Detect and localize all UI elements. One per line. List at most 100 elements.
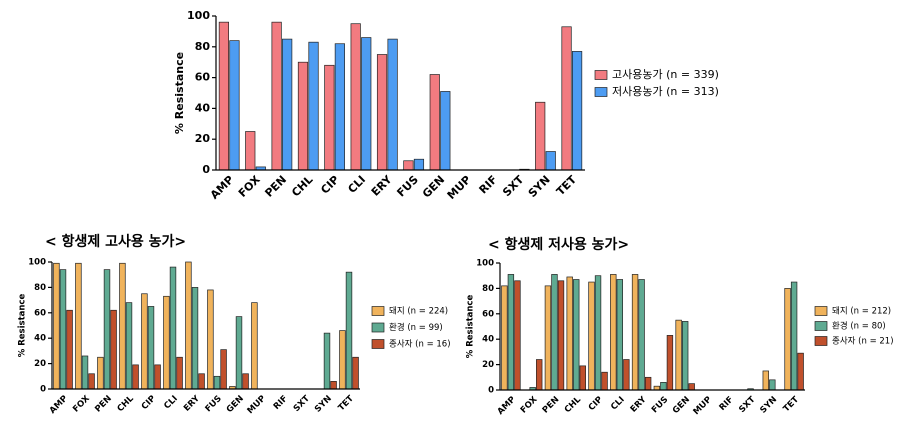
bar bbox=[588, 281, 595, 391]
bar bbox=[66, 309, 73, 390]
bar bbox=[688, 383, 695, 391]
x-tick-label: CIP bbox=[140, 394, 158, 412]
bar bbox=[282, 38, 293, 171]
bar bbox=[154, 364, 161, 390]
bar bbox=[242, 373, 249, 390]
bar bbox=[271, 21, 282, 171]
legend-label: 환경 (n = 80) bbox=[832, 321, 886, 332]
bar bbox=[81, 355, 89, 390]
y-tick-label: 20 bbox=[482, 360, 494, 370]
legend-swatch bbox=[594, 70, 608, 80]
bar bbox=[119, 262, 126, 390]
x-tick-label: MUP bbox=[692, 395, 714, 417]
bar bbox=[59, 269, 67, 390]
bar bbox=[245, 131, 256, 171]
bar bbox=[163, 295, 170, 390]
x-tick-label: RIF bbox=[272, 394, 290, 412]
bar bbox=[308, 41, 319, 171]
y-tick-label: 80 bbox=[482, 284, 494, 294]
bar bbox=[132, 364, 139, 390]
bar bbox=[125, 302, 133, 390]
bar bbox=[169, 266, 177, 390]
bar bbox=[297, 61, 309, 171]
bar bbox=[579, 365, 586, 391]
x-tick-label: CLI bbox=[345, 173, 368, 196]
bar bbox=[339, 330, 346, 390]
chart-title: < 항생제 고사용 농가> bbox=[45, 233, 186, 250]
bar bbox=[514, 280, 521, 391]
bar bbox=[218, 21, 230, 171]
x-tick-label: RIF bbox=[718, 395, 736, 413]
x-tick-label: FUS bbox=[650, 395, 670, 415]
x-tick-label: FOX bbox=[71, 394, 92, 415]
bar bbox=[501, 285, 508, 391]
bar bbox=[631, 274, 639, 391]
x-tick-label: TET bbox=[337, 394, 357, 414]
x-tick-label: MUP bbox=[246, 394, 268, 416]
legend-swatch bbox=[371, 339, 385, 349]
x-tick-label: GEN bbox=[420, 173, 447, 200]
y-tick-label: 60 bbox=[34, 308, 46, 318]
x-tick-label: RIF bbox=[477, 173, 500, 196]
bar bbox=[507, 274, 515, 391]
bar bbox=[610, 274, 617, 391]
y-tick-label: 0 bbox=[40, 385, 46, 395]
bar bbox=[229, 40, 240, 171]
bar bbox=[571, 51, 583, 171]
y-tick-label: 0 bbox=[202, 163, 210, 176]
legend-swatch bbox=[371, 306, 385, 316]
x-tick-label: CHL bbox=[116, 393, 137, 414]
chart-title: < 항생제 저사용 농가> bbox=[488, 236, 629, 253]
y-axis-label: % Resistance bbox=[173, 52, 186, 134]
bar bbox=[557, 280, 565, 391]
bar bbox=[573, 279, 580, 391]
y-tick-label: 100 bbox=[187, 9, 210, 22]
legend-swatch bbox=[594, 87, 608, 97]
bar bbox=[97, 356, 104, 390]
x-tick-label: ERY bbox=[182, 393, 202, 413]
legend-label: 돼지 (n = 224) bbox=[389, 307, 448, 317]
bar bbox=[103, 269, 111, 390]
y-tick-label: 60 bbox=[482, 309, 494, 319]
x-tick-label: ERY bbox=[369, 172, 395, 198]
bar bbox=[601, 371, 608, 391]
x-tick-label: CHL bbox=[563, 394, 584, 415]
x-tick-label: SYN bbox=[526, 173, 553, 200]
bar bbox=[185, 261, 192, 390]
x-tick-label: GEN bbox=[671, 395, 692, 416]
bar bbox=[334, 43, 345, 171]
x-tick-label: GEN bbox=[225, 394, 246, 415]
bar bbox=[551, 274, 558, 391]
bar bbox=[675, 319, 682, 391]
bar bbox=[566, 276, 573, 391]
bar bbox=[784, 288, 791, 391]
bar bbox=[110, 309, 117, 390]
x-tick-label: CIP bbox=[318, 173, 342, 197]
bar bbox=[198, 373, 205, 390]
y-tick-label: 80 bbox=[195, 40, 211, 53]
bar bbox=[535, 101, 546, 171]
bar bbox=[769, 379, 776, 391]
bar bbox=[660, 382, 667, 391]
bar bbox=[323, 332, 331, 390]
bar bbox=[213, 375, 221, 390]
x-tick-label: SXT bbox=[292, 394, 312, 414]
bar bbox=[561, 26, 572, 171]
bar bbox=[681, 321, 689, 391]
bar bbox=[141, 293, 148, 390]
x-tick-label: CIP bbox=[587, 395, 605, 413]
x-tick-label: AMP bbox=[496, 395, 518, 417]
y-axis-label: % Resistance bbox=[18, 294, 28, 358]
x-tick-label: PEN bbox=[541, 395, 562, 416]
bar bbox=[790, 281, 798, 391]
y-tick-label: 100 bbox=[476, 259, 494, 269]
x-tick-label: FOX bbox=[236, 173, 263, 200]
bar bbox=[638, 279, 645, 391]
x-tick-label: SYN bbox=[313, 394, 334, 415]
bar bbox=[75, 262, 82, 390]
x-tick-label: PEN bbox=[262, 173, 289, 200]
x-tick-label: FOX bbox=[519, 395, 540, 416]
legend-swatch bbox=[814, 321, 828, 331]
bar bbox=[350, 23, 361, 171]
bar bbox=[797, 352, 804, 391]
